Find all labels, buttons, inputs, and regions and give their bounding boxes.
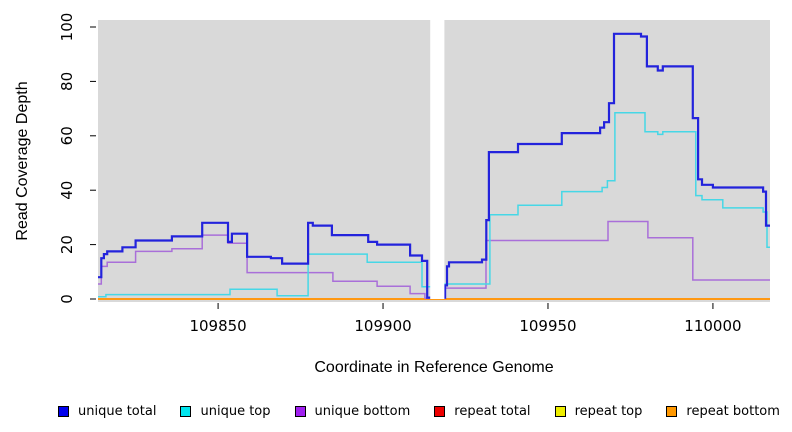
series-unique-top (98, 111, 770, 298)
series-unique-total (98, 32, 770, 299)
legend-label: unique total (78, 403, 157, 419)
x-tick-label: 109950 (519, 317, 576, 335)
legend-label: repeat total (454, 403, 531, 419)
legend-label: unique top (200, 403, 271, 419)
legend-label: repeat top (574, 403, 643, 419)
legend-item-repeat-top: repeat top (554, 403, 643, 419)
legend-item-repeat-total: repeat total (434, 403, 531, 419)
legend-swatch-icon (58, 405, 69, 417)
y-tick-label: 0 (58, 294, 76, 304)
legend-item-repeat-bottom: repeat bottom (666, 404, 780, 419)
y-tick-label: 40 (58, 181, 76, 200)
legend-swatch-icon (554, 405, 566, 417)
legend-item-unique-bottom: unique bottom (294, 403, 411, 419)
legend-item-unique-total: unique total (58, 404, 156, 419)
coverage-chart: 109850 109900 109950 110000 0 20 40 60 80 100 Coo… (14, 13, 770, 376)
x-tick-label: 109900 (354, 317, 411, 335)
legend: unique total unique top unique bottom repea… (0, 396, 792, 426)
legend-swatch-icon (666, 405, 678, 417)
x-tick-label: 109850 (189, 317, 246, 335)
legend-swatch-icon (434, 405, 446, 417)
legend-label: unique bottom (314, 403, 411, 419)
plot-layer: 109850 109900 109950 110000 0 20 40 60 80 100 (58, 13, 770, 335)
y-tick-label: 80 (58, 72, 76, 91)
series-unique-bottom (98, 220, 770, 299)
legend-swatch-icon (294, 405, 306, 417)
y-tick-label: 60 (58, 126, 76, 145)
x-tick-label: 110000 (684, 317, 741, 335)
y-tick-label: 20 (58, 235, 76, 254)
y-axis-title: Read Coverage Depth (14, 81, 31, 240)
missing-data-band (430, 20, 445, 299)
legend-item-unique-top: unique top (180, 403, 271, 419)
legend-label: repeat bottom (686, 403, 780, 419)
x-axis-title: Coordinate in Reference Genome (314, 359, 553, 376)
y-tick-label: 100 (58, 13, 76, 42)
legend-swatch-icon (180, 405, 192, 417)
